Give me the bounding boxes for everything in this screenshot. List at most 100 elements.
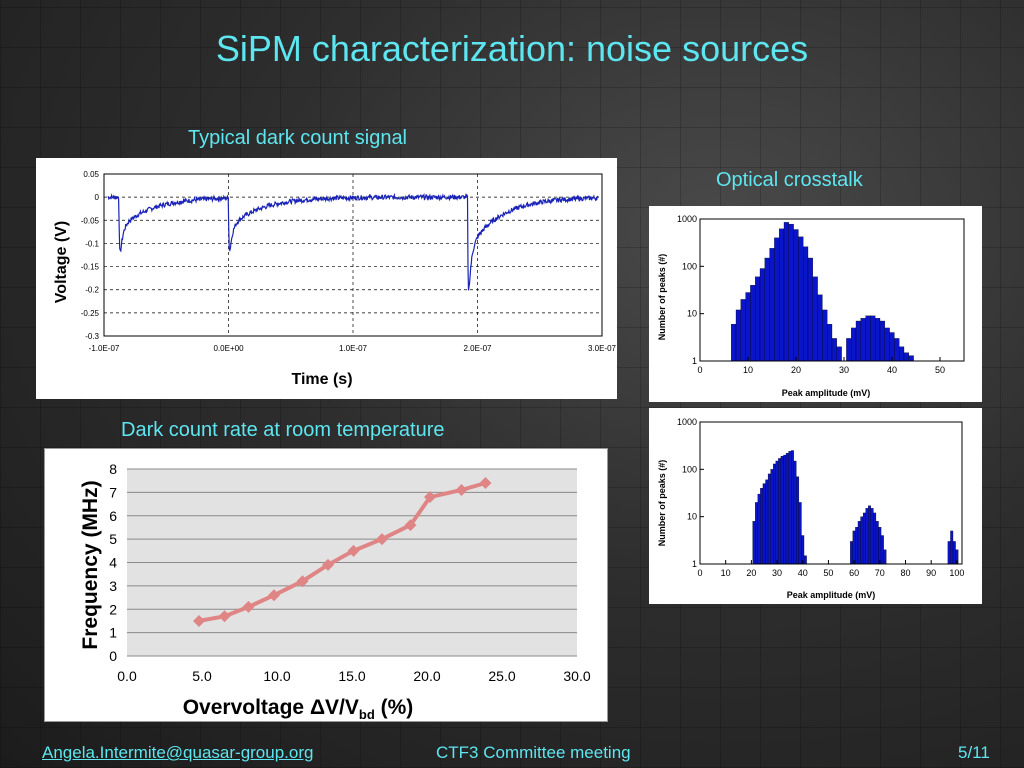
footer-email-link[interactable]: Angela.Intermite@quasar-group.org xyxy=(42,743,314,762)
hist-bar xyxy=(788,451,792,565)
x-tick-label: 5.0 xyxy=(192,668,212,684)
hist-bar xyxy=(796,476,800,565)
y-tick-label: 2 xyxy=(109,601,117,617)
plot-frame xyxy=(699,421,963,565)
hist-bar xyxy=(769,248,775,362)
hist-bar xyxy=(868,505,871,565)
x-tick-label: 50 xyxy=(823,568,833,578)
x-tick-label: 0 xyxy=(697,568,702,578)
y-tick-label: 0.05 xyxy=(83,170,99,179)
hist-bar xyxy=(908,355,914,362)
hist-bar xyxy=(740,299,746,362)
hist-bar xyxy=(767,473,771,565)
hist-bar xyxy=(862,512,866,565)
footer-page-number: 5/11 xyxy=(958,743,990,762)
y-tick-label: 10 xyxy=(687,309,697,319)
data-point xyxy=(404,519,417,532)
hist-bar xyxy=(865,315,871,362)
y-tick-label: -0.3 xyxy=(85,332,99,341)
y-tick-label: 1000 xyxy=(677,417,697,427)
x-tick-label: 80 xyxy=(900,568,910,578)
y-tick-label: -0.05 xyxy=(81,216,100,225)
hist-bar xyxy=(759,268,765,362)
hist-bar xyxy=(773,463,776,565)
hist-bar xyxy=(798,236,804,362)
hist-bar xyxy=(894,338,900,362)
x-tick-label: 30 xyxy=(839,365,849,375)
hist-bar xyxy=(783,454,787,565)
crosstalk-bottom-ylabel: Number of peaks (#) xyxy=(657,460,667,547)
data-point xyxy=(455,484,468,497)
x-tick-label: 0.0E+00 xyxy=(213,344,244,353)
y-tick-label: -0.1 xyxy=(85,239,99,248)
dark-signal-xlabel: Time (s) xyxy=(291,371,352,388)
x-tick-label: 25.0 xyxy=(488,668,515,684)
hist-bar xyxy=(899,346,905,362)
hist-bar xyxy=(779,228,785,362)
hist-bar xyxy=(831,338,837,362)
x-tick-label: 3.0E-07 xyxy=(588,344,617,353)
x-tick-label: -1.0E-07 xyxy=(89,344,120,353)
caption-crosstalk: Optical crosstalk xyxy=(716,169,863,191)
hist-bar xyxy=(793,229,799,362)
footer-meeting: CTF3 Committee meeting xyxy=(436,743,631,762)
x-tick-label: 30 xyxy=(772,568,782,578)
y-tick-label: -0.2 xyxy=(85,286,99,295)
y-tick-label: 6 xyxy=(109,508,117,524)
y-tick-label: 1000 xyxy=(677,214,697,224)
y-tick-label: 7 xyxy=(109,484,117,500)
x-tick-label: 40 xyxy=(798,568,808,578)
hist-bar xyxy=(875,521,879,565)
hist-bar xyxy=(798,502,802,565)
plot-frame xyxy=(699,218,965,362)
crosstalk-chart-bottom: 1000 100 10 10 10 20 30 40 50 60 70 80 90 100 Peak am… xyxy=(657,417,964,600)
y-tick-label: 0 xyxy=(95,193,100,202)
dark-rate-xlabel: Overvoltage ΔV/Vbd (%) xyxy=(183,696,414,721)
x-tick-label: 1.0E-07 xyxy=(339,344,368,353)
hist-bar xyxy=(807,257,813,362)
hist-bar xyxy=(822,309,828,362)
hist-bar xyxy=(855,320,861,362)
x-tick-label: 0 xyxy=(697,365,702,375)
data-point xyxy=(296,575,309,588)
y-tick-label: 1 xyxy=(692,559,697,569)
y-tick-label: 1 xyxy=(109,625,117,641)
hist-bar xyxy=(788,223,794,362)
hist-bar xyxy=(884,327,890,362)
x-tick-label: 2.0E-07 xyxy=(463,344,492,353)
hist-bar xyxy=(870,315,876,362)
hist-bar xyxy=(878,527,882,565)
y-tick-label: 10 xyxy=(687,512,697,522)
crosstalk-bottom-xlabel: Peak amplitude (mV) xyxy=(787,590,876,600)
hist-bar xyxy=(791,450,794,565)
crosstalk-top-ylabel: Number of peaks (#) xyxy=(657,254,667,341)
hist-bar xyxy=(764,257,770,362)
hist-bar xyxy=(873,512,877,565)
y-tick-label: 4 xyxy=(109,555,117,571)
dark-signal-panel: 0.05 0 -0.05 -0.1 -0.15 -0.2 -0.25 -0.3 -1.0E-07… xyxy=(36,158,617,399)
x-tick-label: 20.0 xyxy=(413,668,440,684)
hist-bar xyxy=(889,332,895,362)
hist-bar xyxy=(850,541,853,565)
hist-bar xyxy=(880,535,884,565)
x-tick-label: 0.0 xyxy=(117,668,137,684)
x-tick-label: 15.0 xyxy=(338,668,365,684)
crosstalk-panel-bottom: 1000 100 10 1 0 10 20 30 40 50 60 70 80 90 100 Peak am… xyxy=(649,408,982,604)
hist-bar xyxy=(775,460,779,565)
y-tick-label: -0.15 xyxy=(81,263,100,272)
hist-bar xyxy=(755,502,758,565)
caption-dark-rate: Dark count rate at room temperature xyxy=(121,419,445,441)
crosstalk-panel-top: 1000 100 10 1 0 10 20 30 40 50 Peak amplitude (mV… xyxy=(649,206,982,402)
dark-signal-chart: 0.05 0 -0.05 -0.1 -0.15 -0.2 -0.25 -0.3 -1.0E-07… xyxy=(53,170,617,388)
hist-bar xyxy=(793,460,797,565)
data-point xyxy=(242,600,255,613)
x-tick-label: 70 xyxy=(875,568,885,578)
dark-signal-trace xyxy=(107,192,599,291)
hist-bar xyxy=(778,458,782,565)
hist-bar xyxy=(765,479,769,565)
y-tick-label: 3 xyxy=(109,578,117,594)
hist-bar xyxy=(770,469,774,565)
hist-bar xyxy=(851,327,857,362)
hist-bar xyxy=(780,455,784,565)
hist-bar xyxy=(875,318,881,362)
